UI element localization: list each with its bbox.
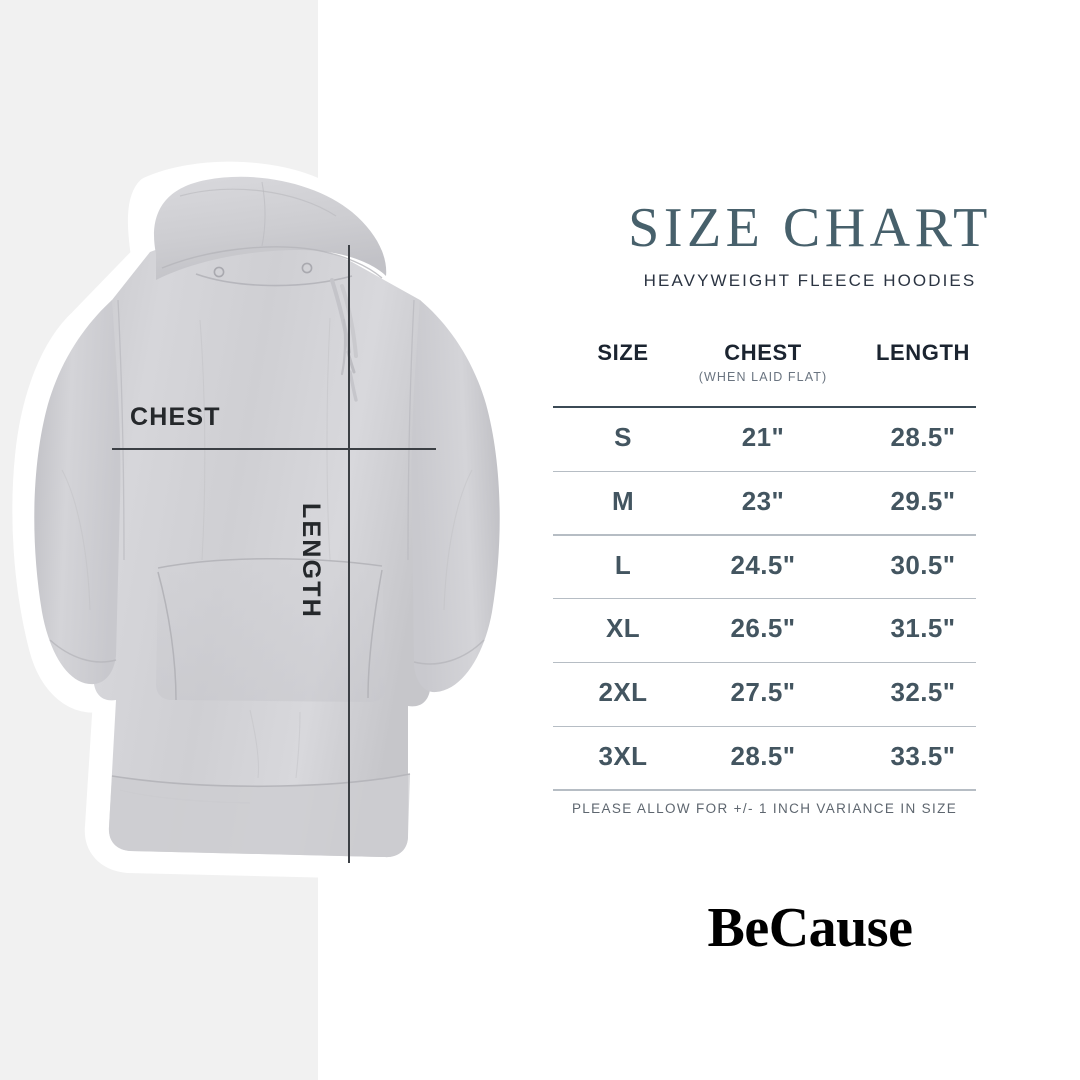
length-measure-line [348,245,350,863]
cell-size: L [614,549,632,580]
grommet-left [213,266,225,278]
cell-chest: 27.5" [730,677,796,708]
page-subtitle: HEAVYWEIGHT FLEECE HOODIES [643,271,977,290]
hoodie-left-sleeve [34,300,121,685]
table-row: L 24.5" 30.5" [553,536,976,599]
cell-chest: 26.5" [730,613,796,644]
hoodie-hood [154,176,387,280]
cell-chest: 23" [741,485,785,516]
table-header-row: SIZE CHEST LENGTH (WHEN LAID FLAT) [553,340,976,406]
cell-size: XL [605,613,641,644]
page-title: SIZE CHART [628,197,992,259]
table-row: 2XL 27.5" 32.5" [553,663,976,726]
table-row-rule [553,789,976,791]
cell-length: 32.5" [890,677,956,708]
column-header-chest: CHEST [724,340,802,365]
grommet-right [301,262,313,274]
variance-footnote: PLEASE ALLOW FOR +/- 1 INCH VARIANCE IN … [571,801,958,816]
cell-length: 28.5" [890,422,956,452]
column-header-length: LENGTH [875,340,971,365]
table-row-rule [553,725,976,727]
table-row-rule [553,661,976,664]
chest-measure-line [112,448,436,450]
cell-length: 30.5" [890,549,956,580]
cell-size: 3XL [598,740,648,771]
table-row-rule [553,534,976,536]
size-chart-table: SIZE CHEST LENGTH (WHEN LAID FLAT) S 21"… [553,340,976,791]
cell-chest: 28.5" [730,740,796,771]
table-row-rule [553,470,976,472]
product-illustration: CHEST LENGTH [34,176,500,863]
info-panel: SIZE CHART HEAVYWEIGHT FLEECE HOODIES SI… [540,0,1080,1080]
cell-chest: 21" [741,422,785,452]
table-row-rule [553,598,976,600]
table-row: 3XL 28.5" 33.5" [553,727,976,790]
cell-length: 33.5" [890,740,956,771]
length-measure-label: LENGTH [297,503,325,619]
cell-size: M [611,485,635,516]
hoodie-garment-icon [34,176,500,858]
column-header-size: SIZE [597,340,649,365]
brand-logo: BeCause [707,897,913,959]
cell-chest: 24.5" [730,549,796,580]
cell-size: S [614,422,632,452]
table-row: S 21" 28.5" [553,408,976,471]
table-row: M 23" 29.5" [553,472,976,535]
hoodie-pocket [156,558,386,702]
table-header-rule [553,406,976,408]
hoodie-right-sleeve [411,300,500,693]
cell-length: 31.5" [890,613,956,644]
column-header-note: (WHEN LAID FLAT) [698,370,828,384]
hoodie-body [83,239,445,858]
table-row: XL 26.5" 31.5" [553,599,976,662]
hoodie-hem [108,774,411,858]
cell-length: 29.5" [890,485,956,516]
cell-size: 2XL [598,677,648,708]
chest-measure-label: CHEST [130,403,221,431]
